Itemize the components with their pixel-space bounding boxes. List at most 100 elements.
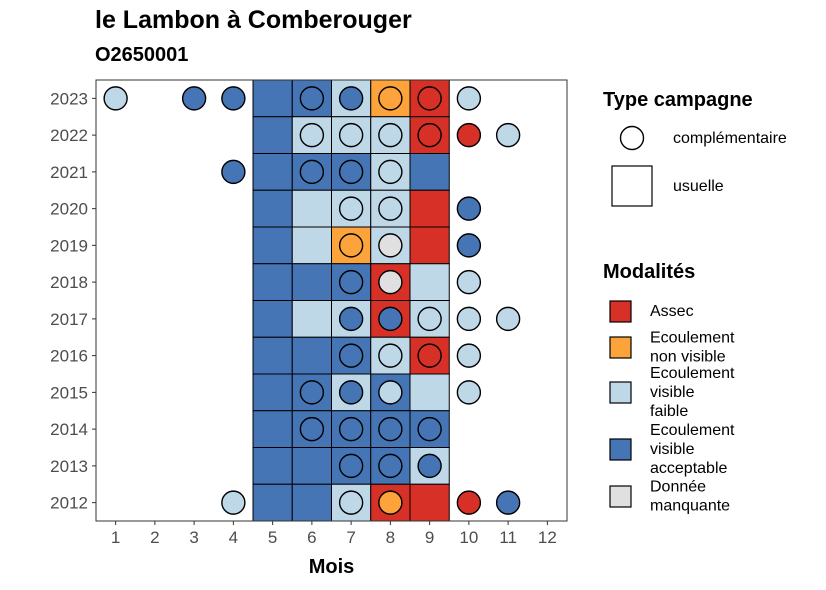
point-2019-7 [338,233,364,258]
tile-2017-5 [252,300,293,338]
tile-2019-6 [291,226,332,265]
y-tick-label: 2023 [50,89,88,108]
point-2015-6 [299,380,325,405]
point-2018-7 [338,269,364,295]
point-2015-7 [338,380,364,405]
complementaire-points [103,86,521,515]
point-2013-8 [378,453,403,479]
point-2021-8 [378,159,403,185]
point-2019-8 [378,233,403,258]
tile-2023-5 [252,79,293,118]
legend-key-nonvisible [609,336,632,359]
point-2017-10 [456,306,482,332]
tile-2020-9 [409,189,450,228]
y-tick-label: 2018 [50,273,88,292]
legend-key-assec [609,300,632,323]
point-2015-8 [378,380,403,405]
point-2023-7 [338,86,364,111]
x-tick-label: 11 [499,528,517,547]
point-2016-8 [378,343,403,368]
tile-2014-5 [252,410,293,448]
point-2020-8 [378,196,403,221]
legend-key-faible [609,381,632,404]
point-2017-11 [495,306,521,332]
x-tick-label: 12 [538,528,557,547]
x-tick-label: 6 [307,528,316,547]
point-2022-6 [299,122,325,148]
y-axis: 2012 2013 2014 2015 2016 2017 2018 2019 2020 2021… [50,89,96,513]
point-2022-7 [338,122,364,148]
tile-2019-5 [252,226,293,265]
tile-2013-6 [291,447,332,485]
point-2017-9 [417,306,442,332]
plot-panel-border [95,79,568,522]
point-2023-4 [221,86,246,111]
x-axis: 1 2 3 4 5 6 7 8 9 10 11 12 [111,521,557,547]
y-tick-label: 2016 [50,347,88,366]
point-2017-7 [338,306,364,332]
point-2021-6 [299,159,325,185]
y-tick-label: 2020 [50,200,88,219]
point-2012-11 [495,490,521,515]
x-tick-label: 4 [229,528,238,547]
chart-subtitle: O2650001 [95,44,189,66]
tile-2019-9 [409,226,450,265]
tile-2013-5 [252,447,293,485]
y-tick-label: 2022 [50,126,88,145]
legend-label-manquante: Donnée manquante [650,479,730,515]
tile-2012-5 [252,483,293,522]
tile-2018-6 [291,263,332,301]
point-2016-7 [338,343,364,368]
y-tick-label: 2017 [50,310,88,329]
point-2023-8 [378,86,403,111]
legend-label-assec: Assec [650,303,694,320]
point-2023-10 [456,86,482,111]
point-2022-9 [417,122,442,148]
point-2012-7 [338,490,364,515]
legend-label-nonvisible: Ecoulement non visible [650,330,735,366]
point-2013-9 [417,453,442,479]
y-tick-label: 2015 [50,383,88,402]
legend-label-faible: Ecoulement visible faible [650,365,735,420]
tile-2017-6 [291,300,332,338]
point-2022-10 [456,122,482,148]
tile-2018-9 [409,263,450,301]
legend-label-acceptable: Ecoulement visible acceptable [650,422,735,477]
tile-2021-5 [252,153,293,191]
point-2021-7 [338,159,364,185]
legend-type-title: Type campagne [603,89,753,111]
point-2016-10 [456,343,482,368]
tile-2021-9 [409,153,450,191]
x-tick-label: 5 [268,528,277,547]
point-2020-7 [338,196,364,221]
x-tick-label: 3 [189,528,198,547]
tile-2012-9 [409,483,450,522]
point-2015-10 [456,380,482,405]
legend-modalites-title: Modalités [603,261,695,283]
tile-2016-6 [291,336,332,375]
point-2022-11 [495,122,521,148]
y-tick-label: 2014 [50,420,88,439]
point-2021-4 [221,159,246,185]
x-tick-label: 9 [425,528,434,547]
point-2014-8 [378,416,403,442]
legend-type-label: complémentaire [673,130,787,147]
point-2022-8 [378,122,403,148]
y-tick-label: 2012 [50,494,88,513]
x-axis-title: Mois [309,556,355,578]
point-2012-8 [378,490,403,515]
y-tick-label: 2021 [50,163,88,182]
point-2012-10 [456,490,482,515]
tile-2016-5 [252,336,293,375]
tile-2022-5 [252,116,293,154]
point-2014-9 [417,416,442,442]
point-2020-10 [456,196,482,221]
legend-type-campagne: Type campagne complémentaire usuelle [603,89,787,207]
x-tick-label: 8 [386,528,395,547]
point-2018-8 [378,269,403,295]
x-tick-label: 10 [459,528,478,547]
tile-2020-5 [252,189,293,228]
point-2023-6 [299,86,325,111]
